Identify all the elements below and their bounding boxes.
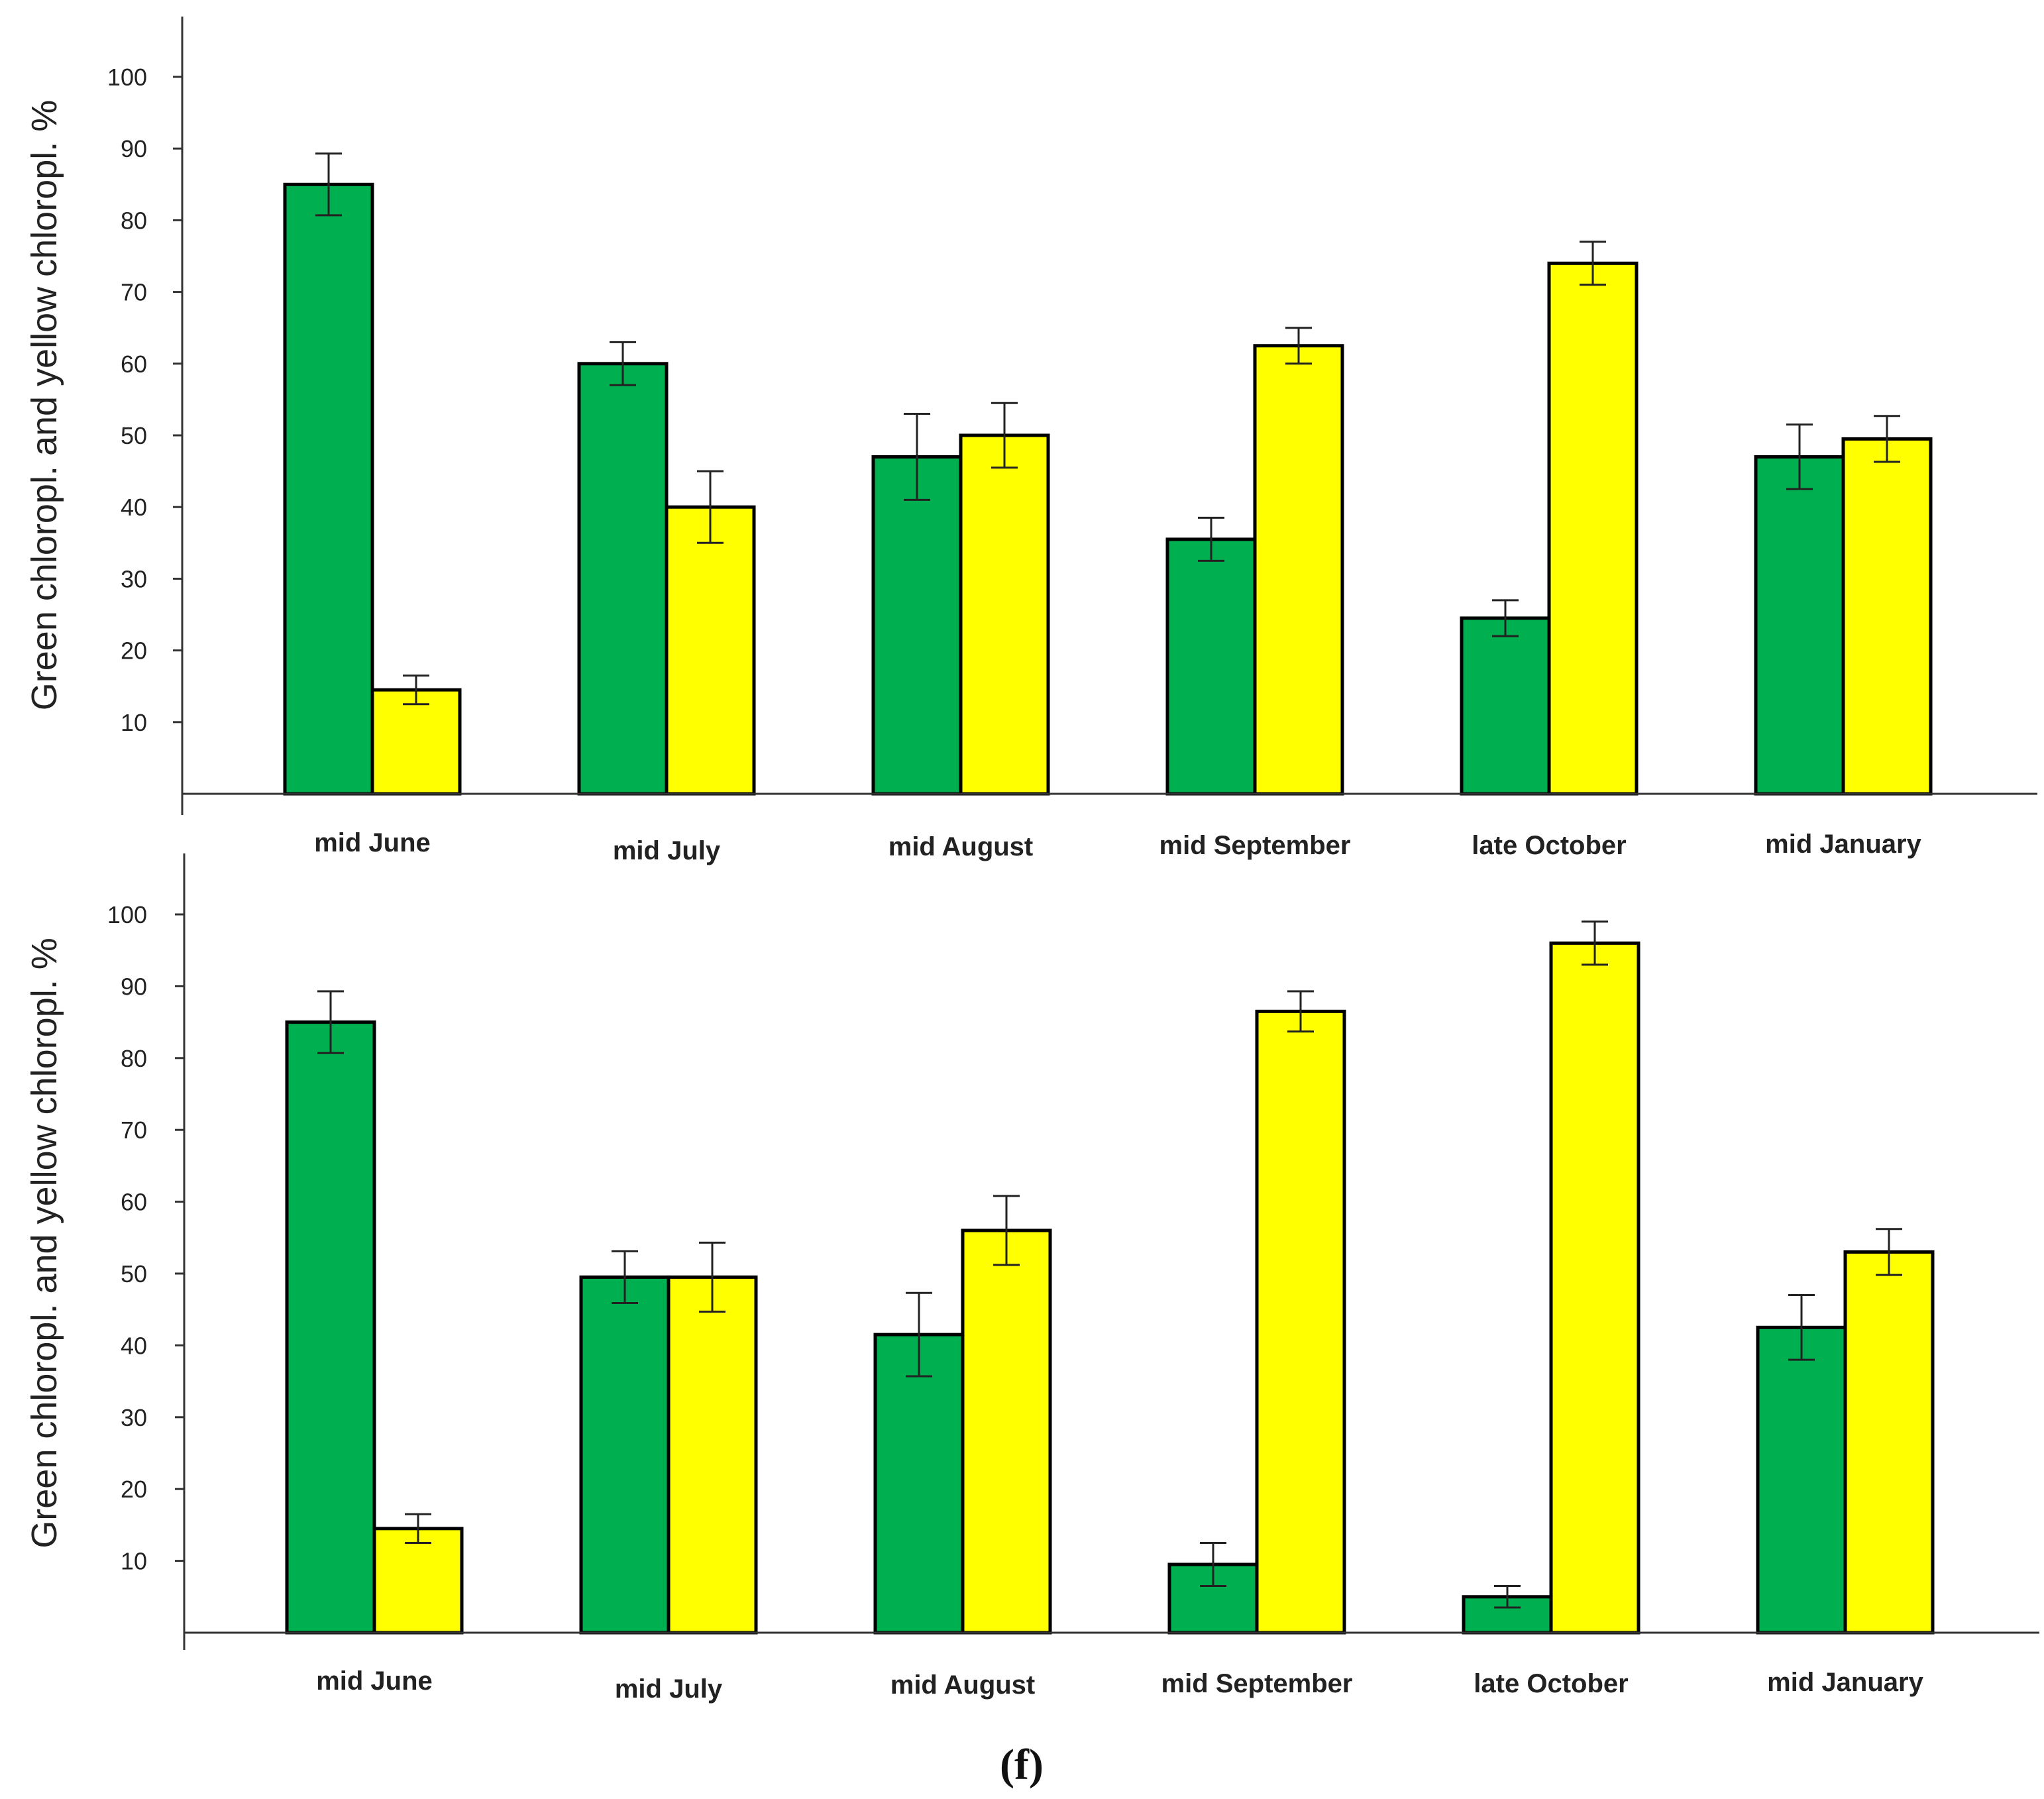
bar-green bbox=[1756, 1325, 1847, 1635]
bar-green bbox=[1165, 537, 1257, 796]
y-tick-label: 10 bbox=[121, 1548, 147, 1575]
y-tick-label: 30 bbox=[121, 1404, 147, 1431]
x-category-label: mid August bbox=[890, 1670, 1036, 1700]
x-category-label: mid June bbox=[316, 1666, 433, 1696]
error-bar bbox=[1285, 327, 1312, 365]
error-bar bbox=[697, 470, 724, 544]
error-bar bbox=[1876, 1228, 1902, 1276]
bar-yellow bbox=[665, 505, 756, 796]
x-category-label: late October bbox=[1474, 1669, 1628, 1698]
bar-green bbox=[577, 362, 669, 796]
bar-green bbox=[285, 1020, 376, 1635]
y-tick-label: 40 bbox=[121, 1332, 147, 1359]
x-category-label: mid July bbox=[615, 1674, 723, 1704]
y-tick-label: 80 bbox=[121, 207, 147, 234]
error-bar bbox=[317, 990, 344, 1054]
bar-green bbox=[1460, 616, 1551, 796]
error-bar bbox=[612, 1250, 638, 1304]
bar-yellow bbox=[1549, 941, 1641, 1635]
x-category-label: mid September bbox=[1159, 831, 1351, 860]
error-bar bbox=[993, 1195, 1020, 1266]
error-bar bbox=[1492, 599, 1519, 637]
bar-green bbox=[283, 182, 374, 796]
chart-top-panel: 10 20 30 40 50 60 70 80 90 100 Green chloropl. and… bbox=[25, 17, 2037, 865]
error-bar bbox=[405, 1513, 431, 1544]
x-category-label: mid January bbox=[1767, 1668, 1923, 1697]
error-bar bbox=[1580, 241, 1606, 286]
y-tick-label: 100 bbox=[107, 64, 147, 91]
y-tick-label: 100 bbox=[107, 901, 147, 928]
x-category-label: mid June bbox=[314, 828, 431, 857]
error-bar bbox=[315, 152, 342, 217]
bar-yellow bbox=[961, 1228, 1052, 1635]
error-bar bbox=[1198, 516, 1224, 562]
bar-green bbox=[873, 1333, 965, 1635]
panel-label: (f) bbox=[1000, 1741, 1044, 1789]
error-bar bbox=[403, 674, 429, 706]
bar-green bbox=[1754, 455, 1845, 796]
y-tick-label: 90 bbox=[121, 135, 147, 162]
error-bar bbox=[1287, 990, 1314, 1033]
y-tick-label: 20 bbox=[121, 637, 147, 665]
chart-bottom-panel: 10 20 30 40 50 60 70 80 90 100 Green chloropl. and… bbox=[25, 853, 2039, 1704]
y-tick-label: 10 bbox=[121, 709, 147, 736]
x-category-label: mid September bbox=[1161, 1669, 1353, 1698]
bar-yellow bbox=[1547, 261, 1639, 796]
error-bar bbox=[1494, 1585, 1521, 1609]
bar-green bbox=[579, 1275, 671, 1635]
y-tick-label: 40 bbox=[121, 494, 147, 521]
x-category-label: mid January bbox=[1765, 830, 1921, 859]
y-axis-title: Green chloropl. and yellow chloropl. % bbox=[25, 100, 64, 710]
bar-yellow bbox=[1843, 1250, 1935, 1635]
error-bar bbox=[1786, 423, 1813, 490]
y-tick-label: 70 bbox=[121, 279, 147, 306]
error-bar bbox=[906, 1291, 932, 1378]
y-tick-label: 50 bbox=[121, 422, 147, 449]
y-axis-title: Green chloropl. and yellow chloropl. % bbox=[25, 938, 64, 1548]
y-tick-label: 80 bbox=[121, 1045, 147, 1072]
x-category-label: late October bbox=[1472, 831, 1626, 860]
y-tick-label: 70 bbox=[121, 1117, 147, 1144]
y-tick-label: 20 bbox=[121, 1476, 147, 1503]
error-bar bbox=[904, 413, 930, 501]
y-tick-label: 50 bbox=[121, 1260, 147, 1287]
error-bar bbox=[991, 402, 1018, 469]
error-bar bbox=[610, 341, 636, 386]
error-bar bbox=[1788, 1294, 1815, 1361]
bar-green bbox=[871, 455, 963, 796]
x-category-label: mid August bbox=[888, 832, 1034, 861]
y-tick-label: 90 bbox=[121, 973, 147, 1000]
bar-yellow bbox=[372, 1527, 464, 1635]
x-category-label: mid July bbox=[613, 836, 721, 865]
y-tick-label: 60 bbox=[121, 351, 147, 378]
error-bar bbox=[1874, 415, 1900, 463]
y-tick-label: 30 bbox=[121, 565, 147, 592]
bar-yellow bbox=[667, 1275, 758, 1635]
bar-yellow bbox=[959, 433, 1050, 796]
error-bar bbox=[1200, 1542, 1226, 1588]
error-bar bbox=[699, 1241, 726, 1313]
bar-yellow bbox=[1255, 1009, 1346, 1635]
y-tick-label: 60 bbox=[121, 1189, 147, 1216]
bar-yellow bbox=[1253, 344, 1344, 796]
bar-yellow bbox=[370, 688, 462, 796]
bar-yellow bbox=[1841, 437, 1933, 796]
error-bar bbox=[1582, 920, 1608, 966]
